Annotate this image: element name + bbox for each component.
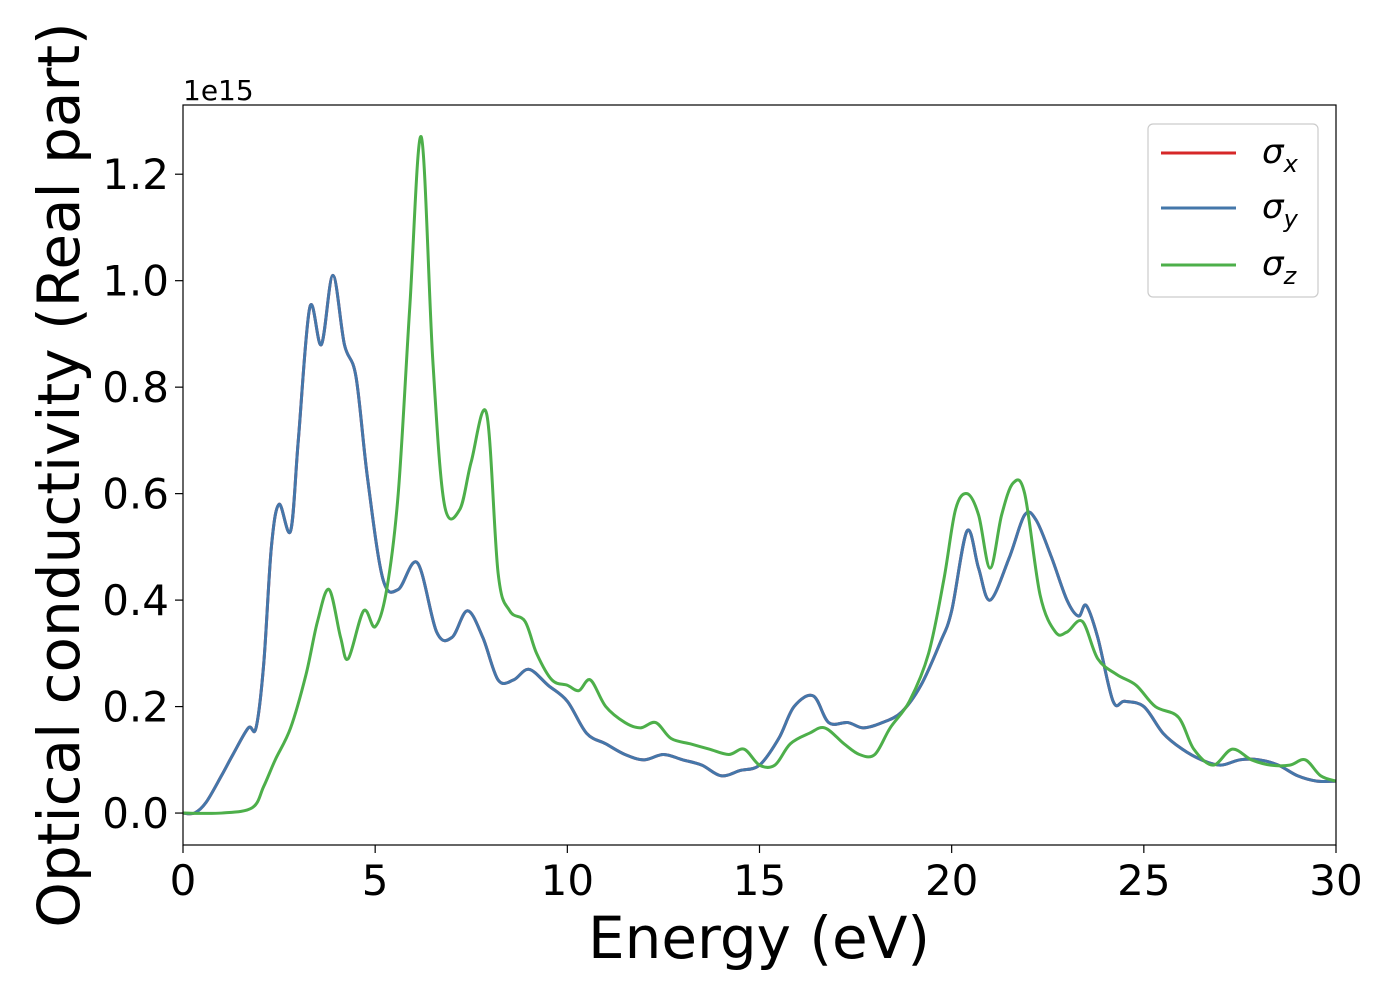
y-tick-label: 1.0: [102, 257, 169, 306]
x-tick-label: 20: [925, 856, 978, 905]
x-axis-label: Energy (eV): [588, 904, 930, 972]
series-line-z: [183, 135, 1336, 815]
x-tick-label: 5: [362, 856, 389, 905]
y-axis-label: Optical conductivity (Real part): [25, 22, 93, 927]
x-tick-label: 10: [541, 856, 594, 905]
legend-box: [1147, 123, 1319, 298]
x-tick-label: 15: [733, 856, 786, 905]
x-tick-label: 25: [1117, 856, 1170, 905]
offset-text: 1e15: [183, 74, 254, 107]
y-axis: 0.0 0.2 0.4 0.6 0.8 1.0 1.2: [102, 150, 183, 838]
y-tick-label: 0.2: [102, 683, 169, 732]
x-axis: 0 5 10 15 20 25 30: [170, 845, 1363, 905]
y-tick-label: 0.4: [102, 576, 169, 625]
series-line-y: [183, 273, 1336, 816]
x-tick-label: 30: [1309, 856, 1362, 905]
y-tick-label: 0.0: [102, 789, 169, 838]
y-tick-label: 0.6: [102, 470, 169, 519]
y-tick-label: 0.8: [102, 363, 169, 412]
series-layer: [183, 135, 1336, 816]
x-tick-label: 0: [170, 856, 197, 905]
y-tick-label: 1.2: [102, 150, 169, 199]
